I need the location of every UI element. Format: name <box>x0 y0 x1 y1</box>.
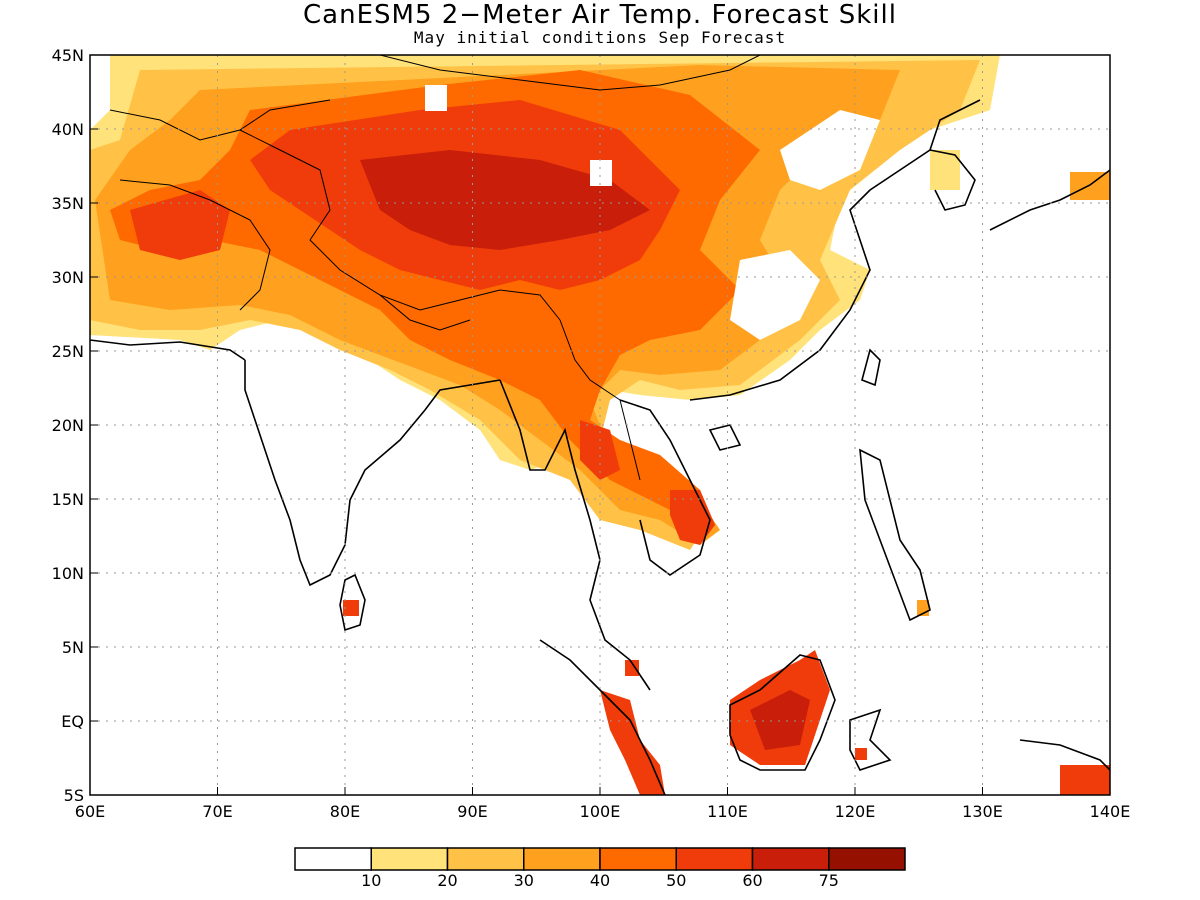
x-tick-label: 120E <box>835 802 876 821</box>
coastline-sulawesi <box>849 708 892 771</box>
x-tick-label: 70E <box>202 802 232 821</box>
skill-patch-srilanka <box>343 600 359 616</box>
skill-patch-celebes <box>855 748 867 760</box>
border-afghan <box>119 179 271 311</box>
border-indochina <box>559 319 641 481</box>
border-central-asia <box>109 99 331 141</box>
skill-region-indochina <box>580 420 620 480</box>
x-tick-label: 90E <box>457 802 487 821</box>
skill-hole-1 <box>590 160 612 186</box>
skill-patch-png <box>1060 765 1110 795</box>
colorbar-swatch <box>294 847 372 871</box>
y-tick-label: 10N <box>52 564 84 583</box>
coastline-taiwan <box>861 348 881 387</box>
skill-patch-malaysia <box>625 660 639 676</box>
x-tick-label: 100E <box>580 802 621 821</box>
coastline-vietnam <box>619 399 711 576</box>
coastline-borneo <box>729 654 836 771</box>
coastline-newguinea <box>1019 739 1110 771</box>
coastline-arabia <box>90 339 246 361</box>
coastline-burma-thai <box>499 379 651 691</box>
borders <box>109 55 761 481</box>
y-tick-label: 45N <box>52 46 84 65</box>
coastline-srilanka <box>339 573 366 632</box>
colorbar-swatch <box>370 847 449 871</box>
skill-patch-japan <box>1070 172 1110 200</box>
skill-region-iran <box>130 190 230 260</box>
colorbar-swatch <box>599 847 677 871</box>
x-axis: 60E 70E 80E 90E 100E 110E 120E 130E 140E <box>75 787 1131 821</box>
colorbar-label: 30 <box>514 871 534 890</box>
map-subtitle: May initial conditions Sep Forecast <box>413 28 787 47</box>
colorbar-swatch <box>523 847 601 871</box>
colorbar-label: 75 <box>819 871 839 890</box>
colorbar-swatch <box>828 847 906 871</box>
grid <box>90 55 1110 795</box>
y-tick-label: 5S <box>64 786 84 805</box>
skill-shading <box>90 55 1110 795</box>
colorbar: 10 20 30 40 50 60 75 <box>294 847 906 890</box>
coastline-india <box>244 360 501 587</box>
x-tick-label: 60E <box>75 802 105 821</box>
coastline-korea <box>929 149 976 211</box>
y-axis: 45N 40N 35N 30N 25N 20N 15N 10N 5N EQ 5S <box>52 46 98 805</box>
x-tick-label: 140E <box>1090 802 1131 821</box>
coastline-sumatra <box>539 639 666 795</box>
y-tick-label: 20N <box>52 416 84 435</box>
border-china-west <box>239 129 561 321</box>
skill-patch-korea <box>930 150 960 190</box>
y-tick-label: 30N <box>52 268 84 287</box>
skill-region-vietnam <box>670 490 715 545</box>
colorbar-swatch <box>751 847 830 871</box>
skill-region-sumatra <box>600 690 665 795</box>
x-tick-label: 80E <box>330 802 360 821</box>
y-tick-label: 35N <box>52 194 84 213</box>
map-title: CanESM5 2−Meter Air Temp. Forecast Skill <box>303 0 897 30</box>
y-tick-label: EQ <box>61 712 84 731</box>
colorbar-label: 40 <box>590 871 610 890</box>
coastline-philippines <box>859 448 931 622</box>
x-tick-label: 110E <box>707 802 748 821</box>
skill-region-tibet-core <box>360 150 650 250</box>
x-tick-label: 130E <box>962 802 1003 821</box>
colorbar-swatch <box>675 847 754 871</box>
skill-hole-manchuria <box>780 110 880 190</box>
colorbar-label: 10 <box>361 871 381 890</box>
skill-hole-china-east <box>730 250 820 340</box>
colorbar-swatch <box>446 847 525 871</box>
y-tick-label: 15N <box>52 490 84 509</box>
skill-region-borneo-core <box>750 690 810 750</box>
y-tick-label: 25N <box>52 342 84 361</box>
border-nepal <box>379 294 471 331</box>
colorbar-label: 60 <box>742 871 762 890</box>
colorbar-label: 20 <box>437 871 457 890</box>
colorbar-label: 50 <box>666 871 686 890</box>
coastlines <box>90 99 1110 795</box>
skill-hole-2 <box>425 85 447 111</box>
coastline-hainan <box>708 424 742 451</box>
coastline-japan <box>989 169 1110 231</box>
y-tick-label: 5N <box>62 638 84 657</box>
y-tick-label: 40N <box>52 120 84 139</box>
border-mongolia <box>379 55 761 91</box>
